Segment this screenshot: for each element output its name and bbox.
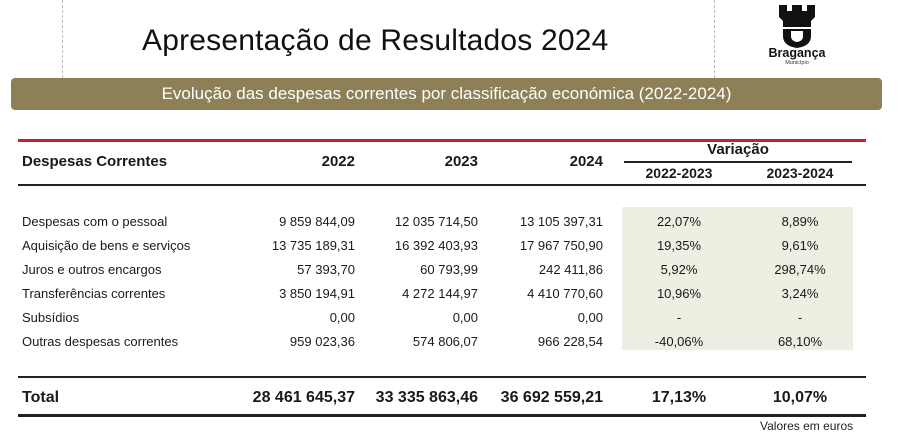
year-header: 2022 [321, 153, 355, 170]
value-2024: 13 105 397,31 [519, 214, 603, 229]
total-2024: 36 692 559,21 [500, 389, 603, 406]
header-rule [18, 184, 866, 186]
row-label: Despesas com o pessoal [22, 214, 168, 229]
value-2022: 0,00 [329, 310, 355, 325]
variation-2023-2024: - [797, 310, 803, 325]
total-top-rule [18, 376, 866, 378]
variation-2022-2023: 22,07% [656, 214, 702, 229]
total-bottom-rule [18, 414, 866, 417]
page-title: Apresentação de Resultados 2024 [142, 24, 609, 57]
row-header: Despesas Correntes [22, 153, 168, 170]
section-banner: Evolução das despesas correntes por clas… [11, 78, 882, 110]
variation-2022-2023: - [676, 310, 682, 325]
units-note: Valores em euros [760, 419, 854, 433]
value-2023: 0,00 [452, 310, 478, 325]
variation-rule [624, 161, 852, 163]
value-2022: 3 850 194,91 [279, 286, 355, 301]
variation-2022-2023: 10,96% [656, 286, 702, 301]
value-2024: 242 411,86 [538, 262, 603, 277]
total-2023: 33 335 863,46 [375, 389, 478, 406]
variation-2023-2024: 9,61% [781, 238, 819, 253]
total-label: Total [22, 389, 60, 406]
divider-left [62, 0, 63, 78]
row-label: Aquisição de bens e serviços [22, 238, 191, 253]
variation-2022-2023: 19,35% [656, 238, 702, 253]
value-2023: 4 272 144,97 [402, 286, 478, 301]
variation-2022-2023: -40,06% [654, 334, 704, 349]
value-2022: 13 735 189,31 [271, 238, 355, 253]
variation-2023-2024: 3,24% [781, 286, 819, 301]
row-label: Outras despesas correntes [22, 334, 179, 349]
value-2023: 16 392 403,93 [394, 238, 478, 253]
value-2022: 959 023,36 [289, 334, 355, 349]
variation-2023-2024: 298,74% [774, 262, 826, 277]
variation-header: Variação [707, 141, 769, 158]
year-header: 2024 [569, 153, 603, 170]
year-header: 2023 [444, 153, 478, 170]
variation-period-header: 2022-2023 [645, 165, 713, 181]
variation-2023-2024: 8,89% [781, 214, 819, 229]
row-label: Subsídios [22, 310, 80, 325]
value-2024: 966 228,54 [537, 334, 603, 349]
variation-2022-2023: 5,92% [660, 262, 698, 277]
variation-shade [622, 207, 853, 350]
logo: Bragança Município [762, 4, 832, 66]
row-label: Transferências correntes [22, 286, 166, 301]
variation-period-header: 2023-2024 [766, 165, 834, 181]
total-variation-2022-2023: 17,13% [651, 389, 707, 406]
value-2023: 60 793,99 [420, 262, 478, 277]
value-2023: 12 035 714,50 [394, 214, 478, 229]
table-top-rule [18, 139, 866, 142]
divider-right [714, 0, 715, 78]
value-2024: 4 410 770,60 [527, 286, 603, 301]
value-2023: 574 806,07 [412, 334, 478, 349]
value-2024: 17 967 750,90 [519, 238, 603, 253]
castle-tower-shield-icon [779, 5, 815, 48]
value-2024: 0,00 [577, 310, 603, 325]
total-2022: 28 461 645,37 [252, 389, 355, 406]
value-2022: 9 859 844,09 [279, 214, 355, 229]
logo-name: Bragança [768, 46, 826, 60]
logo-subtitle: Município [785, 60, 809, 66]
total-variation-2023-2024: 10,07% [772, 389, 828, 406]
value-2022: 57 393,70 [297, 262, 355, 277]
row-label: Juros e outros encargos [22, 262, 162, 277]
variation-2023-2024: 68,10% [777, 334, 823, 349]
